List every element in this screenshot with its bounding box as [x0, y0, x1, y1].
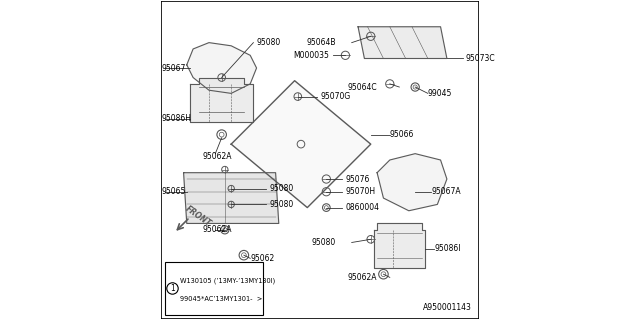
Text: 95080: 95080 — [257, 38, 281, 47]
Text: 95086I: 95086I — [434, 244, 461, 253]
Text: 95080: 95080 — [312, 238, 336, 247]
FancyBboxPatch shape — [164, 261, 263, 316]
Text: 95073C: 95073C — [466, 54, 495, 63]
Text: 95066: 95066 — [390, 130, 414, 139]
Text: 0860004: 0860004 — [346, 203, 380, 212]
Polygon shape — [190, 77, 253, 122]
Text: 99045: 99045 — [428, 89, 452, 98]
Text: A950001143: A950001143 — [424, 303, 472, 312]
Text: 95067A: 95067A — [431, 187, 461, 196]
Text: 95080: 95080 — [269, 184, 294, 193]
Text: 1: 1 — [170, 284, 175, 293]
Text: 95062A: 95062A — [348, 273, 377, 282]
Text: 95076: 95076 — [346, 174, 370, 184]
Text: FRONT: FRONT — [184, 204, 212, 228]
Text: 95070G: 95070G — [320, 92, 350, 101]
Polygon shape — [377, 154, 447, 211]
Text: 95070H: 95070H — [346, 187, 376, 196]
Text: 95062: 95062 — [250, 254, 275, 263]
Polygon shape — [231, 81, 371, 208]
Text: 95065: 95065 — [161, 187, 186, 196]
Polygon shape — [358, 27, 447, 59]
Text: 95086H: 95086H — [161, 114, 191, 123]
Polygon shape — [184, 173, 279, 223]
Text: 95062A: 95062A — [203, 152, 232, 161]
Text: 95067: 95067 — [161, 63, 186, 73]
Text: W130105 (’13MY-’13MY130I): W130105 (’13MY-’13MY130I) — [180, 277, 276, 284]
Text: 95064C: 95064C — [348, 83, 377, 92]
Text: 95080: 95080 — [269, 200, 294, 209]
Text: M000035: M000035 — [294, 51, 330, 60]
Polygon shape — [187, 43, 257, 93]
Text: 95062A: 95062A — [203, 225, 232, 234]
Polygon shape — [374, 223, 425, 268]
Text: 99045*AC’13MY1301-  >: 99045*AC’13MY1301- > — [180, 296, 263, 302]
Text: 95064B: 95064B — [307, 38, 336, 47]
